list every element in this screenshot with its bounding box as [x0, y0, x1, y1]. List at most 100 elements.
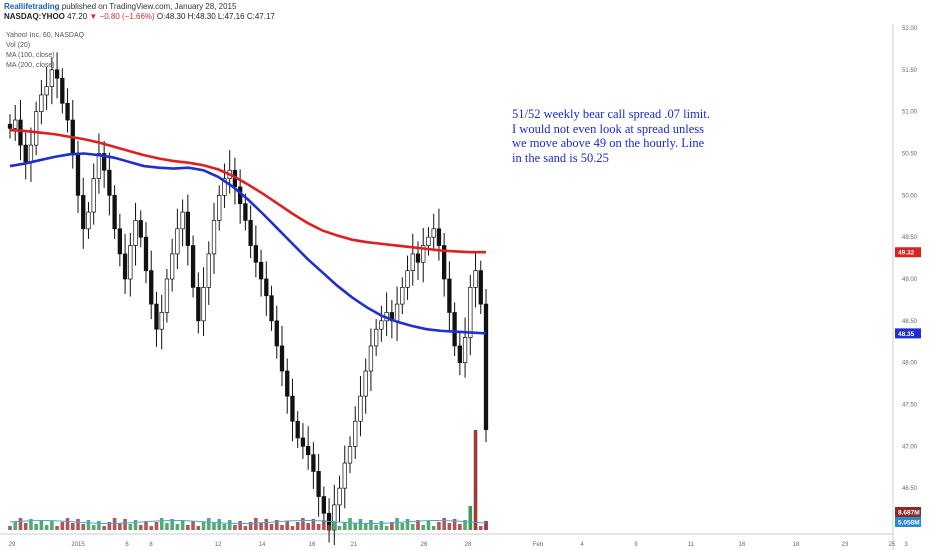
volume-bar	[170, 519, 174, 530]
candle-body	[436, 228, 442, 246]
volume-bar	[259, 523, 263, 530]
candle-body	[264, 278, 269, 297]
candle-body	[290, 395, 295, 422]
volume-bar	[8, 526, 12, 530]
x-tick-label: 4	[580, 542, 584, 548]
candle-body	[300, 437, 306, 447]
volume-bar	[102, 526, 106, 530]
volume-bar	[112, 518, 117, 530]
volume-bar	[416, 520, 420, 530]
volume-bar	[206, 518, 211, 530]
volume-bar	[44, 525, 49, 530]
volume-bar	[233, 525, 237, 530]
volume-bar	[363, 524, 368, 530]
candle-body	[295, 420, 300, 439]
volume-bar	[154, 522, 159, 530]
low-value: L:47.16	[217, 12, 245, 21]
candle-body	[431, 228, 436, 238]
volume-ma-line	[9, 520, 487, 525]
candle-body	[462, 337, 468, 364]
candle-body	[112, 194, 117, 230]
volume-bar	[186, 525, 190, 530]
candle-body	[442, 245, 447, 280]
volume-bar	[76, 519, 80, 530]
y-tick-label: 50.50	[902, 152, 918, 158]
volume-bar	[91, 525, 96, 530]
y-tick-label: 52.00	[902, 26, 918, 32]
candle-body	[149, 270, 154, 305]
candle-body	[18, 119, 23, 146]
volume-bar	[159, 518, 164, 530]
candle-body	[91, 178, 96, 213]
candle-body	[138, 220, 143, 238]
volume-bar	[468, 506, 473, 530]
y-tick-label: 47.50	[902, 403, 918, 409]
volume-bar	[484, 521, 488, 530]
volume-bar	[358, 519, 363, 530]
x-tick-label: 12	[215, 542, 222, 548]
volume-bar	[395, 518, 399, 530]
candle-body	[457, 345, 462, 364]
legend-ma100: MA (100, close)	[6, 52, 55, 59]
x-tick-label: 23	[842, 542, 849, 548]
volume-bar	[227, 520, 232, 530]
x-tick-label: 11	[688, 542, 695, 548]
volume-bar	[384, 526, 389, 530]
volume-bar	[165, 523, 169, 530]
candle-body	[400, 287, 405, 305]
candle-body	[222, 178, 227, 196]
candle-body	[102, 153, 107, 171]
volume-bar	[421, 525, 426, 530]
volume-bar	[65, 518, 70, 530]
legend-title: Yahoo! Inc, 60, NASDAQ	[6, 32, 85, 39]
volume-bar	[437, 522, 441, 530]
volume-bar	[23, 523, 28, 530]
volume-ma-badge: 5.058M	[898, 520, 920, 527]
volume-bar	[452, 519, 457, 530]
chart-area[interactable]: 52.00 51.50 51.00 50.50 50.00 49.50 49.00 48.50…	[0, 24, 932, 550]
candlestick-chart[interactable]: 52.00 51.50 51.00 50.50 50.00 49.50 49.00 48.50…	[0, 24, 932, 550]
last-price: 47.20	[67, 12, 88, 21]
candle-body	[379, 320, 384, 330]
candle-body	[358, 395, 363, 422]
x-tick-label: 3	[904, 542, 908, 548]
x-tick-label: 29	[9, 542, 16, 548]
candle-body	[468, 287, 473, 338]
candle-body	[159, 312, 164, 330]
candle-body	[421, 245, 426, 263]
candle-body	[483, 303, 489, 430]
volume-bar	[133, 520, 138, 530]
candle-body	[321, 496, 326, 514]
x-tick-label: 8	[149, 542, 153, 548]
x-tick-label: 25	[889, 542, 896, 548]
volume-bar	[400, 523, 405, 530]
volume-bar	[29, 519, 33, 530]
y-tick-label: 47.00	[902, 444, 918, 450]
volume-bar	[50, 521, 54, 530]
volume-bar	[149, 526, 154, 530]
candle-body	[34, 111, 39, 146]
volume-bar	[81, 524, 86, 530]
candle-body	[81, 194, 86, 230]
volume-bar	[353, 523, 358, 530]
volume-bar	[34, 524, 38, 530]
candle-body	[128, 245, 133, 280]
candle-body	[368, 345, 374, 372]
candle-body	[478, 270, 483, 305]
volume-bar	[138, 525, 143, 530]
publisher-link[interactable]: Reallifetrading	[4, 2, 60, 11]
volume-bar	[175, 524, 180, 530]
candle-body	[342, 462, 347, 489]
volume-bar	[243, 526, 248, 530]
volume-bar	[369, 520, 373, 530]
candle-body	[258, 261, 264, 280]
candle-body	[217, 194, 222, 221]
x-tick-label: 14	[259, 542, 266, 548]
x-tick-label: Feb	[533, 542, 544, 548]
high-value: H:48.30	[187, 12, 216, 21]
volume-bar	[60, 522, 65, 530]
volume-bar	[447, 523, 452, 530]
candle-body	[201, 287, 206, 322]
candle-body	[28, 144, 34, 163]
candle-body	[353, 420, 358, 447]
